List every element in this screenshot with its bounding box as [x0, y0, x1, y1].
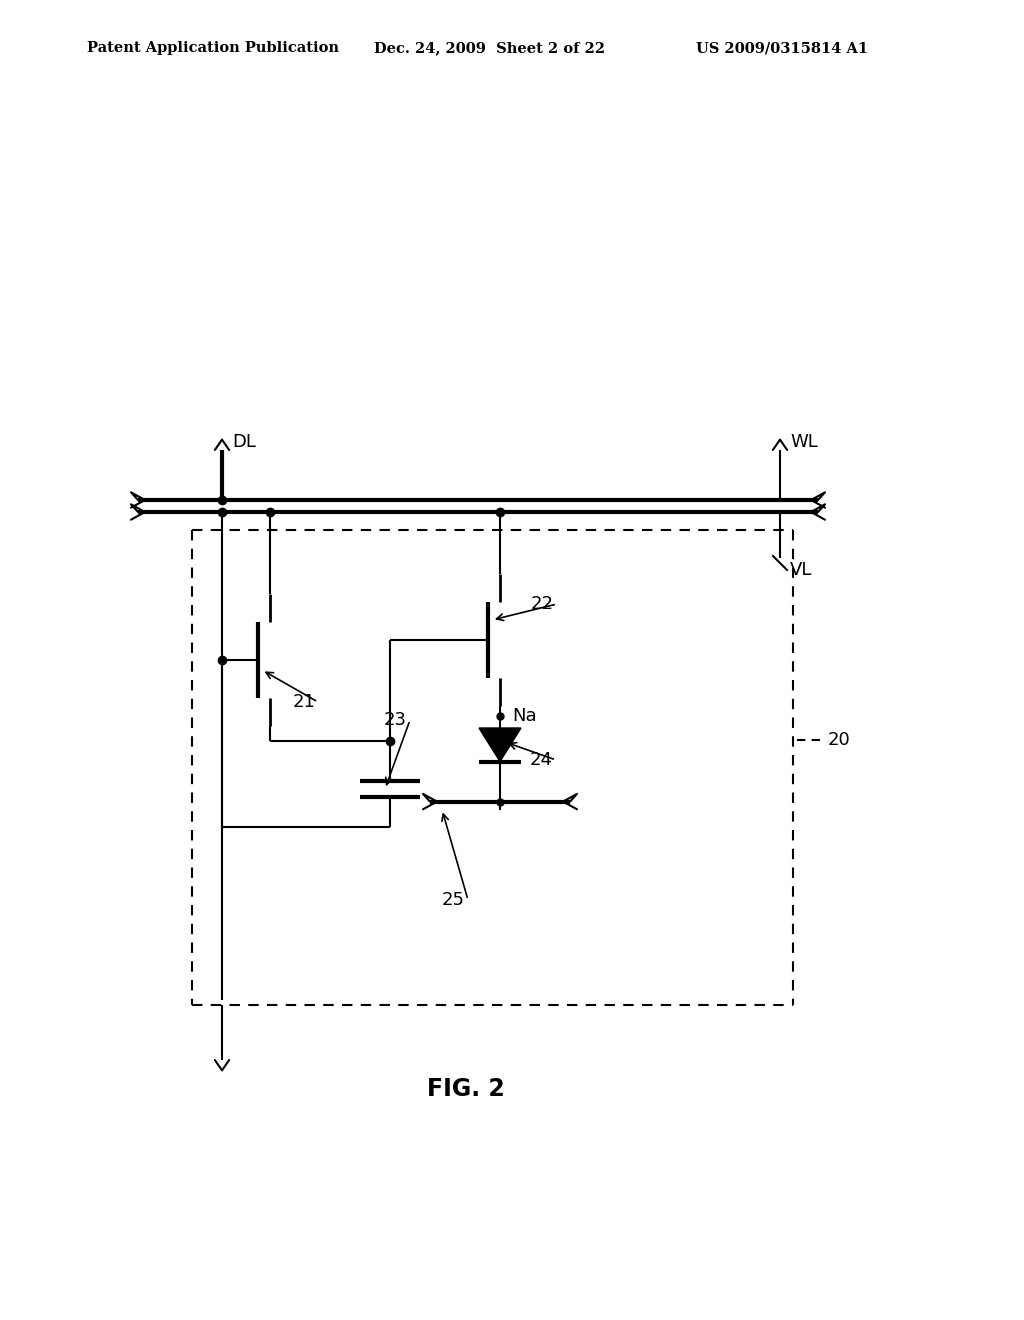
Text: 22: 22 [531, 595, 554, 612]
Text: VL: VL [790, 561, 812, 579]
Text: WL: WL [790, 433, 818, 451]
Text: Dec. 24, 2009  Sheet 2 of 22: Dec. 24, 2009 Sheet 2 of 22 [374, 41, 605, 55]
Polygon shape [479, 729, 521, 762]
Text: DL: DL [232, 433, 256, 451]
Text: 21: 21 [292, 693, 315, 711]
Text: 23: 23 [384, 711, 407, 729]
Text: Na: Na [512, 708, 537, 725]
Text: FIG. 2: FIG. 2 [427, 1077, 505, 1101]
Text: 25: 25 [442, 891, 465, 909]
Text: 20: 20 [828, 731, 851, 748]
Text: Patent Application Publication: Patent Application Publication [87, 41, 339, 55]
Text: US 2009/0315814 A1: US 2009/0315814 A1 [696, 41, 868, 55]
Text: 24: 24 [530, 751, 553, 770]
